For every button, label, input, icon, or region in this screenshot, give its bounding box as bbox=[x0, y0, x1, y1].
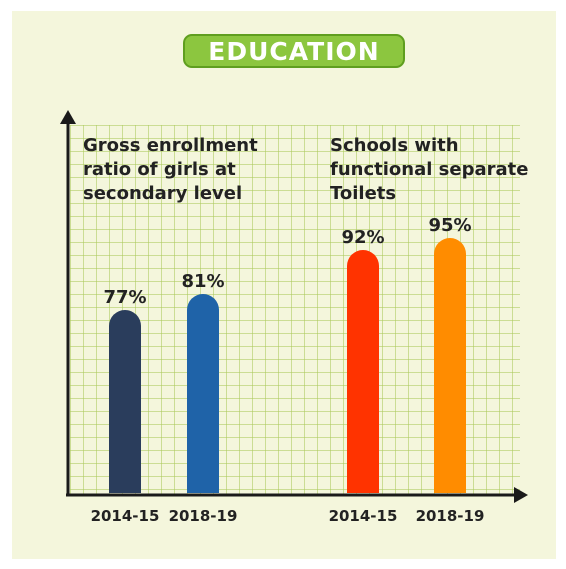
data-label-1-2018-19: 81% bbox=[181, 271, 224, 292]
y-axis-arrow-icon bbox=[60, 110, 76, 124]
x-axis-arrow-icon bbox=[514, 487, 528, 503]
x-tick-label-2-2014-15: 2014-15 bbox=[329, 507, 398, 525]
bar-1-2018-19 bbox=[187, 294, 219, 493]
chart-1-title: Gross enrollment ratio of girls at secon… bbox=[83, 135, 258, 204]
chart-axes bbox=[60, 110, 528, 503]
x-tick-label-1-2014-15: 2014-15 bbox=[91, 507, 160, 525]
chart-marks: 77% 2014-15 81% 2018-19 92% 2014-15 95% 2018-19 bbox=[91, 215, 485, 525]
chart-2-title: Schools with functional separate Toilets bbox=[330, 135, 529, 204]
data-label-1-2014-15: 77% bbox=[103, 287, 146, 308]
bar-2-2018-19 bbox=[434, 238, 466, 493]
page-title: EDUCATION bbox=[183, 34, 405, 68]
x-tick-label-1-2018-19: 2018-19 bbox=[169, 507, 238, 525]
data-label-2-2014-15: 92% bbox=[341, 227, 384, 248]
bar-2-2014-15 bbox=[347, 250, 379, 493]
x-tick-label-2-2018-19: 2018-19 bbox=[416, 507, 485, 525]
data-label-2-2018-19: 95% bbox=[428, 215, 471, 236]
bar-1-2014-15 bbox=[109, 310, 141, 493]
